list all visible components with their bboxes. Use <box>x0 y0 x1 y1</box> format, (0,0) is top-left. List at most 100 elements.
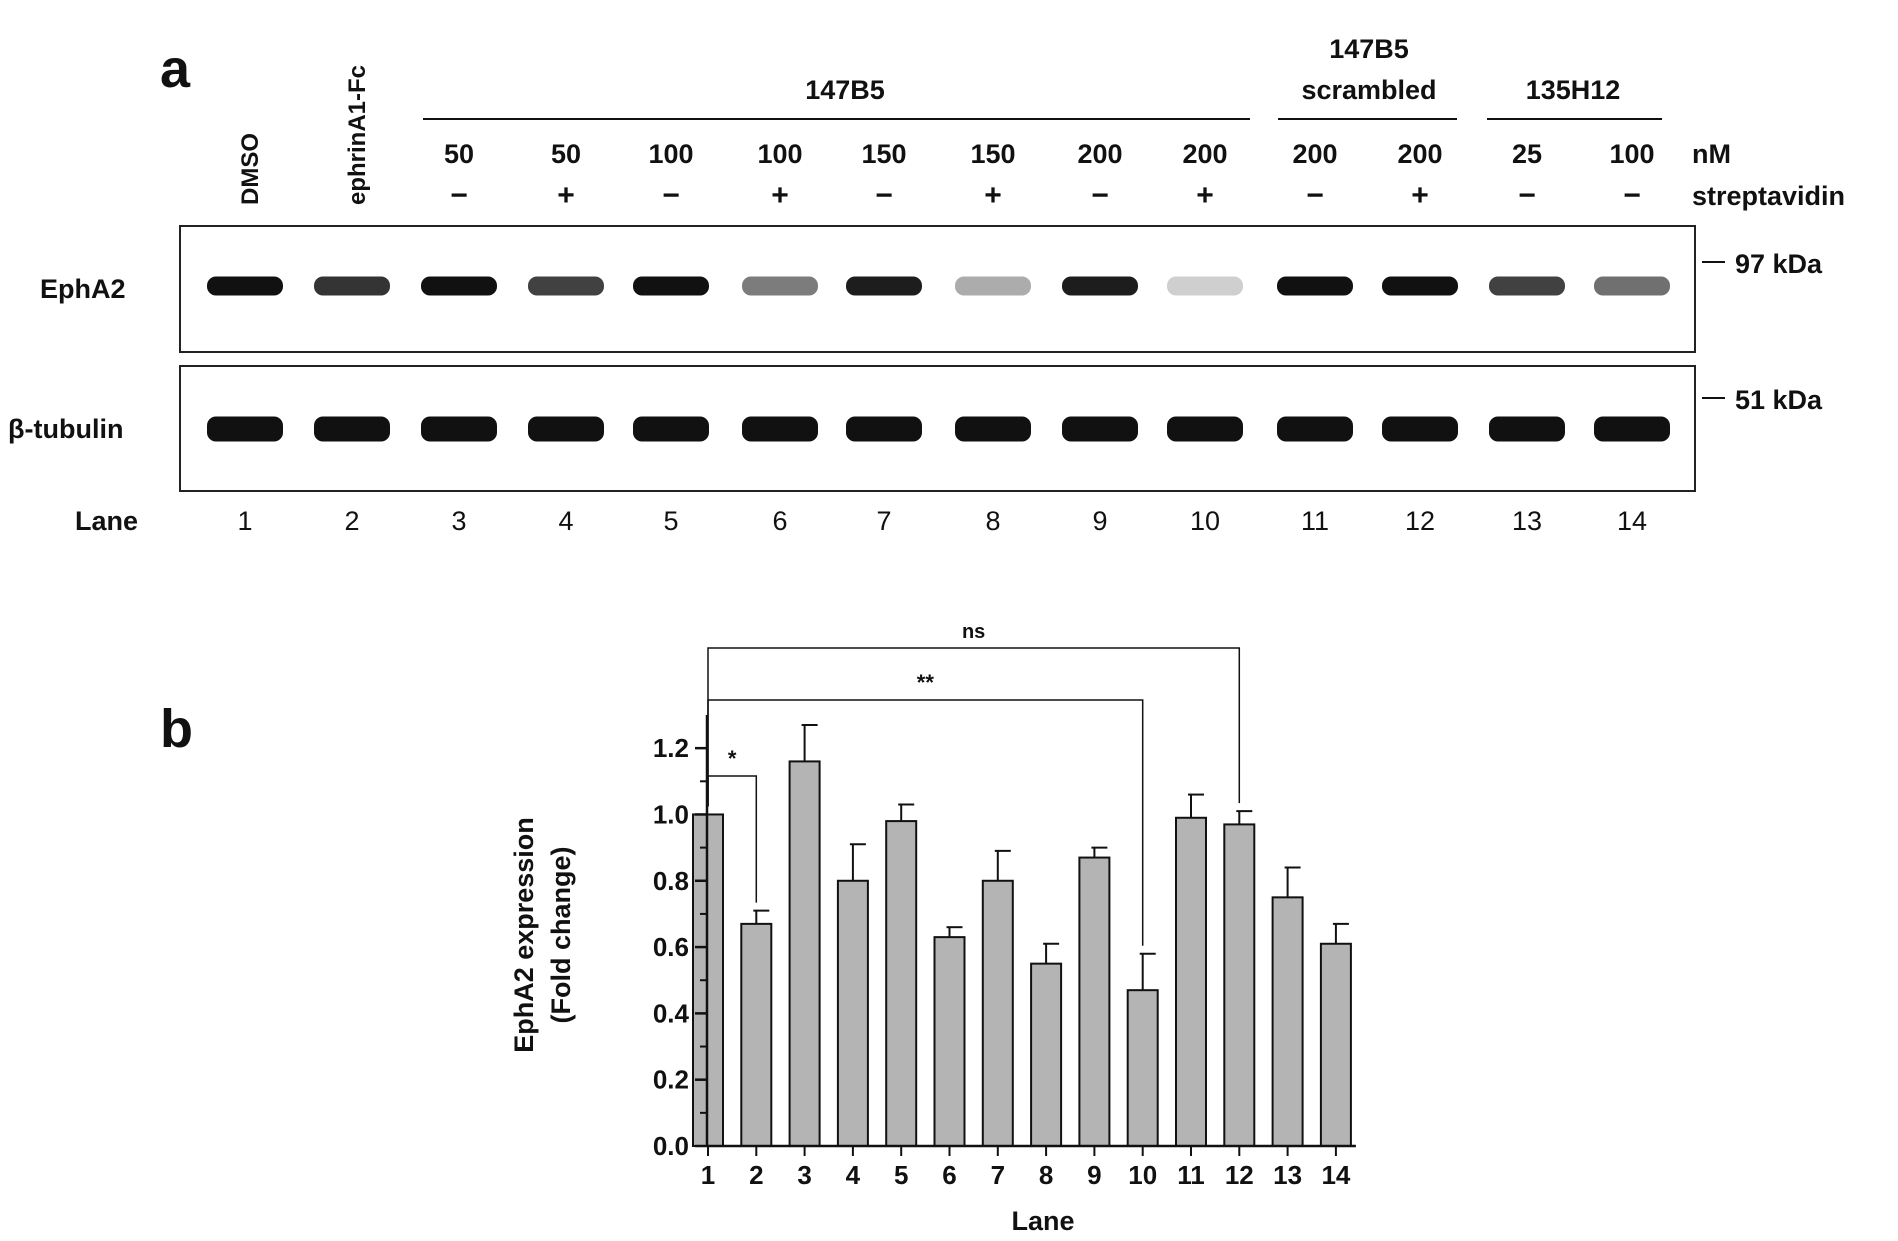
x-tick-label: 3 <box>797 1160 811 1190</box>
lane-number: 1 <box>237 506 252 536</box>
bar <box>1319 942 1352 1147</box>
epha2-band <box>528 276 604 296</box>
epha2-band <box>1167 276 1243 296</box>
tubulin-band <box>528 416 604 442</box>
epha2-band <box>421 276 497 296</box>
x-tick-label: 14 <box>1321 1160 1350 1190</box>
x-tick-label: 6 <box>942 1160 956 1190</box>
group-label-scrambled-2: scrambled <box>1301 75 1436 105</box>
bar <box>740 922 773 1147</box>
tubulin-blot <box>179 365 1696 492</box>
significance-label: ** <box>917 670 935 695</box>
axes: 0.00.20.40.60.81.01.21 2 3 4 5 6 7 8 9 10 11 12 13 14 <box>653 715 1356 1190</box>
x-tick-label: 4 <box>846 1160 861 1190</box>
conc-value: 100 <box>1609 139 1654 169</box>
y-tick-label: 0.8 <box>653 866 689 896</box>
epha2-band <box>955 276 1031 296</box>
x-tick-label: 7 <box>991 1160 1005 1190</box>
x-tick-label: 13 <box>1273 1160 1302 1190</box>
y-tick-label: 0.2 <box>653 1065 689 1095</box>
x-tick-label: 5 <box>894 1160 908 1190</box>
tubulin-band <box>1062 416 1138 442</box>
epha2-blot <box>179 225 1696 353</box>
y-tick-label: 0.0 <box>653 1131 689 1161</box>
lane-number: 3 <box>451 506 466 536</box>
streptavidin-row: − + − + − + − + − + − − <box>450 179 1641 212</box>
tubulin-band <box>742 416 818 442</box>
conc-value: 100 <box>648 139 693 169</box>
panel-label-b: b <box>160 699 193 759</box>
streptavidin-value: + <box>771 179 789 212</box>
conc-value: 50 <box>551 139 581 169</box>
tubulin-band <box>207 416 283 442</box>
bar <box>885 820 918 1147</box>
bar <box>1223 823 1256 1148</box>
streptavidin-label: streptavidin <box>1692 181 1845 211</box>
conc-unit: nM <box>1692 139 1731 169</box>
x-tick-label: 11 <box>1177 1160 1205 1190</box>
lane-number: 11 <box>1301 506 1329 536</box>
lane-number: 4 <box>558 506 573 536</box>
x-tick-label: 1 <box>701 1160 715 1190</box>
lane2-label-ephrin: ephrinA1-Fc <box>344 65 371 205</box>
marker-51kda: 51 kDa <box>1735 385 1823 415</box>
x-tick-label: 2 <box>749 1160 763 1190</box>
lane-number: 5 <box>663 506 678 536</box>
epha2-band <box>1277 276 1353 296</box>
lane-number: 13 <box>1512 506 1542 536</box>
tubulin-row-label: β-tubulin <box>8 414 123 444</box>
epha2-bands <box>207 276 1670 296</box>
conc-value: 200 <box>1182 139 1227 169</box>
lane-number: 9 <box>1092 506 1107 536</box>
conc-value: 200 <box>1397 139 1442 169</box>
significance-bracket <box>707 647 1241 807</box>
streptavidin-value: − <box>1518 179 1536 212</box>
conc-value: 150 <box>970 139 1015 169</box>
tubulin-band <box>633 416 709 442</box>
concentration-row: 50 50 100 100 150 150 200 200 200 200 25 100 <box>444 139 1655 169</box>
streptavidin-value: − <box>1306 179 1324 212</box>
tubulin-band <box>421 416 497 442</box>
y-axis-label-line2: (Fold change) <box>546 847 576 1024</box>
bar <box>1126 989 1159 1148</box>
tubulin-bands <box>207 416 1670 442</box>
y-tick-label: 1.2 <box>653 733 689 763</box>
conc-value: 150 <box>861 139 906 169</box>
lane-number: 14 <box>1617 506 1647 536</box>
lane-number: 2 <box>344 506 359 536</box>
tubulin-band <box>1489 416 1565 442</box>
conc-value: 200 <box>1077 139 1122 169</box>
bar-chart: ***ns 0.00.20.40.60.81.01.21 2 3 4 5 6 7 8 9 10 11… <box>653 621 1356 1190</box>
streptavidin-value: + <box>1196 179 1214 212</box>
x-tick-label: 10 <box>1128 1160 1157 1190</box>
lane-number: 8 <box>985 506 1000 536</box>
bar <box>981 879 1014 1147</box>
bar <box>1030 962 1063 1148</box>
significance-label: ns <box>962 621 985 643</box>
x-tick-label: 8 <box>1039 1160 1053 1190</box>
epha2-band <box>1489 276 1565 296</box>
significance-label: * <box>728 746 737 771</box>
group-label-135H12: 135H12 <box>1526 75 1621 105</box>
x-axis-label: Lane <box>1011 1206 1074 1236</box>
tubulin-band <box>1167 416 1243 442</box>
y-axis-label-line1: EphA2 expression <box>509 817 539 1053</box>
y-tick-label: 0.6 <box>653 932 689 962</box>
streptavidin-value: − <box>450 179 468 212</box>
epha2-band <box>633 276 709 296</box>
group-label-147B5: 147B5 <box>805 75 885 105</box>
epha2-band <box>742 276 818 296</box>
bar <box>836 879 869 1147</box>
conc-value: 50 <box>444 139 474 169</box>
tubulin-band <box>1277 416 1353 442</box>
epha2-band <box>1594 276 1670 296</box>
bars <box>692 760 1352 1148</box>
epha2-band <box>1062 276 1138 296</box>
y-tick-label: 0.4 <box>653 998 690 1028</box>
conc-value: 100 <box>757 139 802 169</box>
lane-row-label: Lane <box>75 506 138 536</box>
marker-97kda: 97 kDa <box>1735 249 1823 279</box>
streptavidin-value: − <box>1091 179 1109 212</box>
significance-bracket <box>707 699 1144 946</box>
